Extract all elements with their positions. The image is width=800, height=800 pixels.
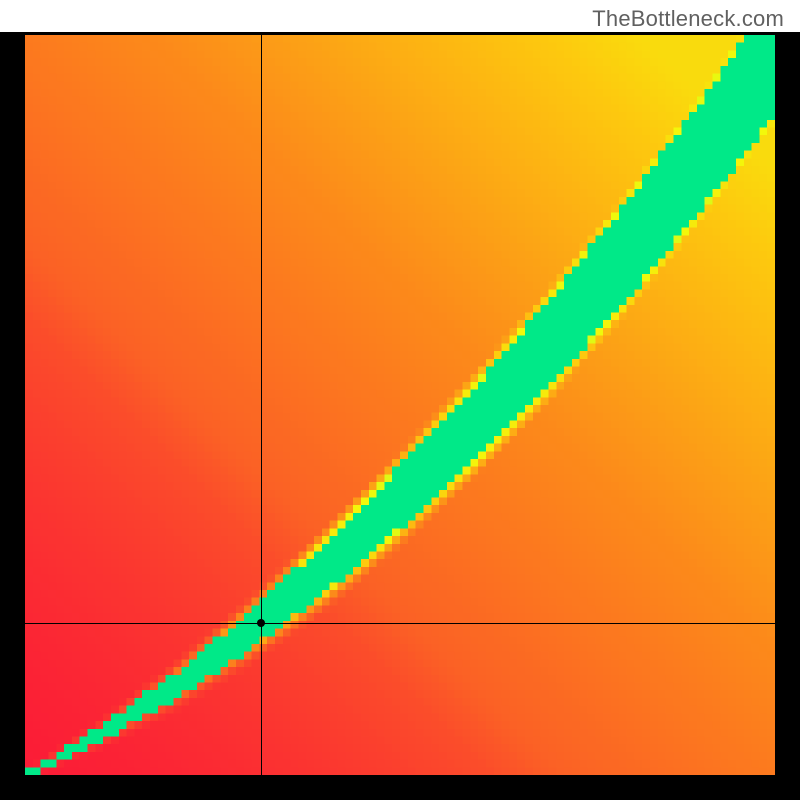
chart-frame: [0, 32, 800, 800]
watermark-text: TheBottleneck.com: [592, 6, 784, 32]
crosshair-vertical: [261, 35, 262, 775]
crosshair-marker: [257, 619, 265, 627]
crosshair-horizontal: [25, 623, 775, 624]
heatmap-canvas: [25, 35, 775, 775]
heatmap-area: [25, 35, 775, 775]
